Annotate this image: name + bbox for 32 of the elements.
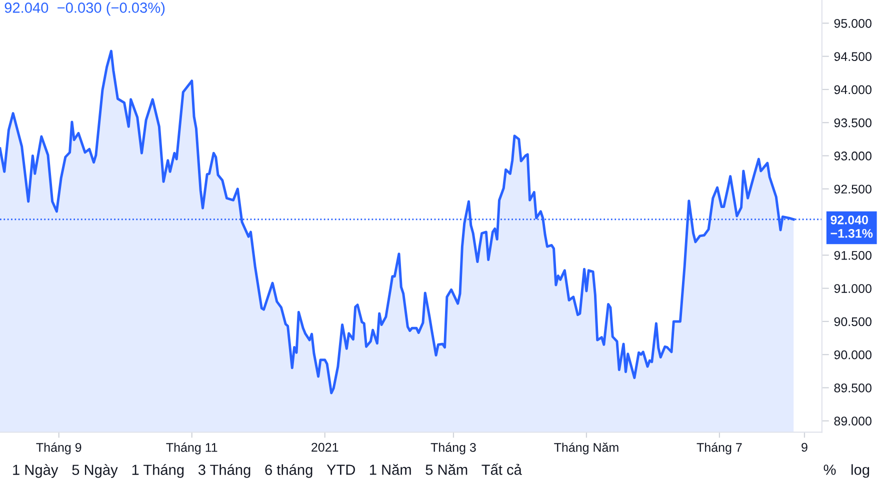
y-tick-label: 94.500 [834,52,872,61]
text: 5 Ngày [72,464,118,478]
x-tick-label: 9 [802,442,808,452]
text: 1 Tháng [132,464,184,478]
y-tick-label: 89.500 [834,384,872,392]
y-tick-label: 93.000 [834,152,872,160]
text: log [852,464,870,478]
text: 1 Ngày [13,464,58,478]
text: % [824,464,836,475]
text: 3 Tháng [198,464,250,478]
text: Tất cả [482,464,522,475]
y-tick-label: 90.000 [834,350,872,360]
ref-line-label: 92.040 −1.31% [830,215,873,238]
x-tick-label: Tháng 7 [696,442,742,454]
y-tick-label: 93.500 [834,118,872,128]
y-tick-label: 90.500 [834,317,872,326]
x-tick-label: Tháng 9 [36,442,82,454]
x-tick-label: Tháng Năm [554,442,618,454]
y-tick-label: 95.000 [834,19,872,28]
text: 5 Năm [426,464,468,475]
text: YTD [326,464,355,475]
x-tick-label: 2021 [312,442,338,452]
y-tick-label: 89.000 [834,416,872,426]
y-tick-label: 92.500 [834,184,872,194]
y-tick-label: 94.000 [834,85,872,94]
x-tick-label: Tháng 11 [166,442,218,454]
y-tick-label: 91.000 [834,284,872,293]
x-tick-label: Tháng 3 [430,442,476,454]
text: 6 tháng [265,464,312,478]
y-tick-label: 91.500 [834,250,872,260]
text: 1 Năm [370,464,411,475]
chart-title: 92.040 −0.030 (−0.03%) [4,2,165,16]
